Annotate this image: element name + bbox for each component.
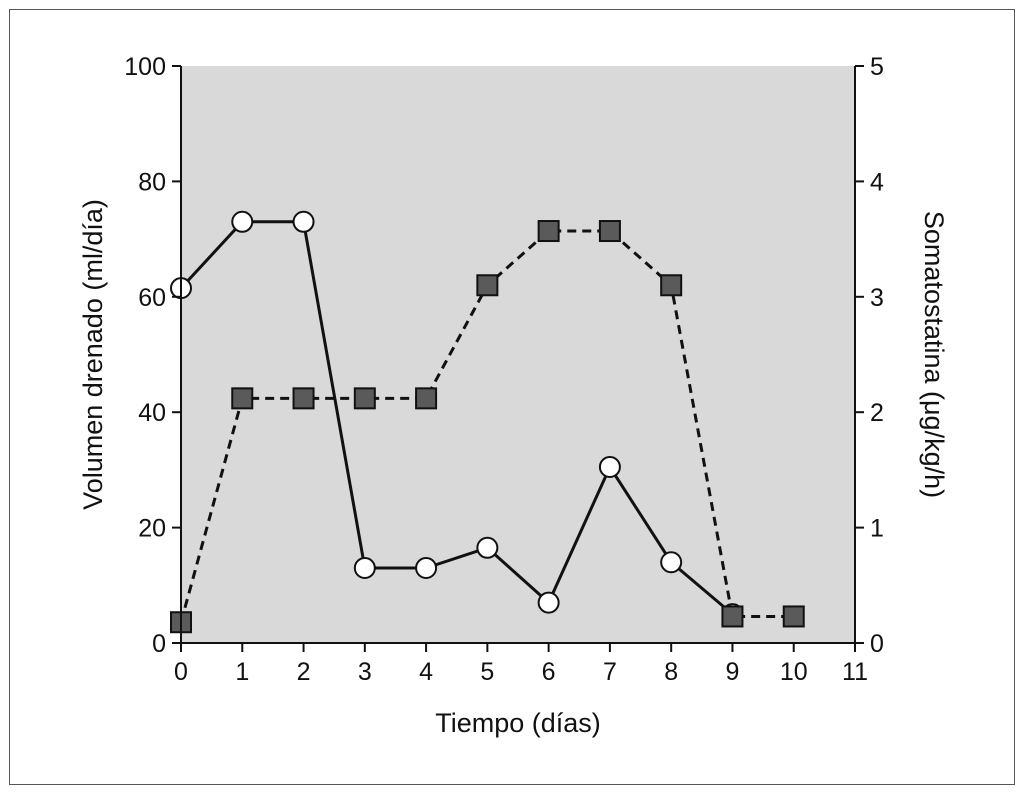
x-tick-label: 4 xyxy=(419,658,433,686)
y-tick-label-right: 2 xyxy=(870,399,884,427)
x-tick-label: 2 xyxy=(297,658,311,686)
data-point-square xyxy=(415,387,438,410)
data-point-circle xyxy=(353,556,376,579)
data-point-square xyxy=(353,387,376,410)
y-tick-label-right: 1 xyxy=(870,515,884,543)
data-point-circle xyxy=(660,551,683,574)
data-point-square xyxy=(598,220,621,243)
data-point-circle xyxy=(415,556,438,579)
x-tick-label: 10 xyxy=(780,658,808,686)
y-tick-label-left: 0 xyxy=(152,630,166,658)
data-point-square xyxy=(231,387,254,410)
y-axis-label-left: Volumen drenado (ml/día) xyxy=(78,199,108,510)
y-tick-label-left: 20 xyxy=(138,515,166,543)
data-point-square xyxy=(476,274,499,297)
y-tick-label-left: 80 xyxy=(138,168,166,196)
x-tick-label: 6 xyxy=(542,658,556,686)
y-axis-label-right: Somatostatina (μg/kg/h) xyxy=(919,211,949,498)
data-point-circle xyxy=(292,210,315,233)
data-point-square xyxy=(537,220,560,243)
y-tick-label-right: 0 xyxy=(870,630,884,658)
y-tick-label-right: 3 xyxy=(870,284,884,312)
data-point-square xyxy=(721,605,744,628)
y-tick-label-left: 100 xyxy=(124,53,166,81)
y-tick-label-right: 5 xyxy=(870,53,884,81)
x-tick-label: 1 xyxy=(235,658,249,686)
data-point-circle xyxy=(231,210,254,233)
y-tick-label-right: 4 xyxy=(870,168,884,196)
x-axis-label: Tiempo (días) xyxy=(435,708,601,738)
data-point-square xyxy=(292,387,315,410)
x-tick-label: 3 xyxy=(358,658,372,686)
x-tick-label: 11 xyxy=(842,658,868,686)
series-1-line xyxy=(179,220,734,616)
data-point-circle xyxy=(476,536,499,559)
x-tick-label: 5 xyxy=(480,658,494,686)
data-point-square xyxy=(660,274,683,297)
series-1 xyxy=(170,210,744,626)
x-tick-label: 9 xyxy=(726,658,740,686)
y-tick-label-left: 40 xyxy=(138,399,166,427)
x-tick-label: 8 xyxy=(664,658,678,686)
data-point-square xyxy=(782,605,805,628)
data-point-circle xyxy=(598,456,621,479)
data-point-circle xyxy=(537,591,560,614)
x-tick-label: 0 xyxy=(174,658,188,686)
x-tick-label: 7 xyxy=(603,658,617,686)
plot-area xyxy=(181,66,855,643)
y-tick-label-left: 60 xyxy=(138,284,166,312)
